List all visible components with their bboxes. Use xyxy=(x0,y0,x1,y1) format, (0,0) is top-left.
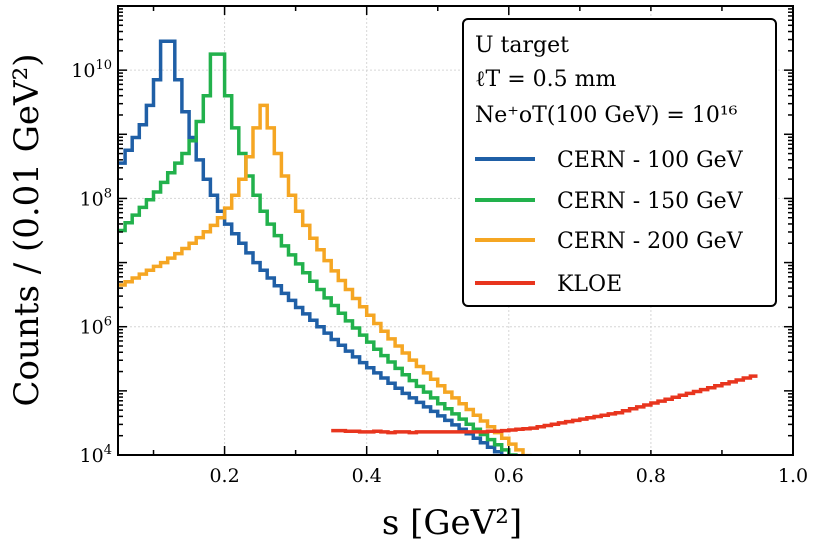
legend-entry-cern-100: CERN - 100 GeV xyxy=(557,148,744,173)
x-tick-label-1: 0.4 xyxy=(352,465,382,487)
tick-labels: 0.2 0.4 0.6 0.8 1.0 104 106 108 1010 xyxy=(71,58,808,487)
legend-entry-cern-150: CERN - 150 GeV xyxy=(557,189,744,214)
series-line-kloe xyxy=(331,374,758,435)
y-tick-label-0: 104 xyxy=(80,443,112,467)
x-tick-label-2: 0.6 xyxy=(494,465,524,487)
x-tick-label-4: 1.0 xyxy=(778,465,808,487)
legend-header-1: U target xyxy=(475,33,569,58)
series-line-cern-200-gev xyxy=(118,103,532,455)
legend-entry-cern-200: CERN - 200 GeV xyxy=(557,229,744,254)
x-tick-label-0: 0.2 xyxy=(209,465,239,487)
y-tick-label-1: 106 xyxy=(80,315,112,339)
x-tick-label-3: 0.8 xyxy=(636,465,666,487)
series-line-cern-150-gev xyxy=(118,52,518,455)
series-layer xyxy=(118,39,758,455)
axis-ticks xyxy=(118,6,794,456)
legend-header-3: Ne⁺oT(100 GeV) = 10¹⁶ xyxy=(475,103,738,128)
legend: U target ℓT = 0.5 mm Ne⁺oT(100 GeV) = 10… xyxy=(462,18,777,307)
x-axis-title: s [GeV²] xyxy=(382,503,522,543)
legend-entry-kloe: KLOE xyxy=(557,272,622,297)
series-line-cern-100-gev xyxy=(118,39,511,455)
legend-header-2: ℓT = 0.5 mm xyxy=(475,67,616,92)
plot-frame xyxy=(117,5,794,456)
y-axis-title: Counts / (0.01 GeV²) xyxy=(7,54,47,407)
y-tick-label-3: 1010 xyxy=(71,58,112,82)
y-tick-label-2: 108 xyxy=(80,186,112,210)
legend-box xyxy=(462,18,777,307)
